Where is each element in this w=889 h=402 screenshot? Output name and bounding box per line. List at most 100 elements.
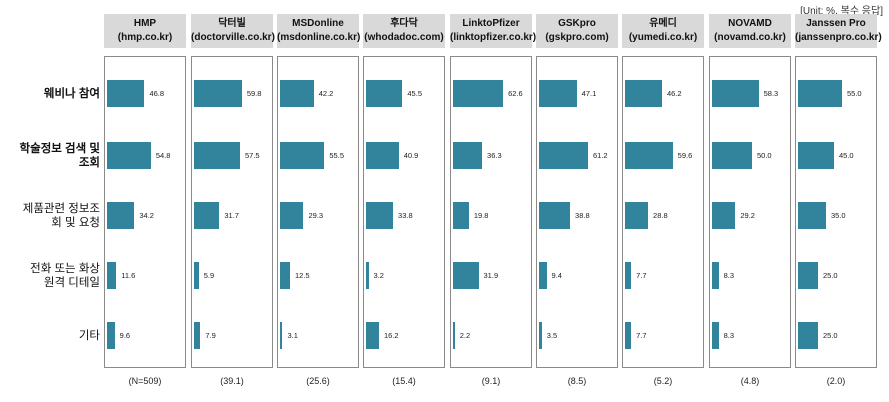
bar (453, 202, 469, 229)
bar (539, 202, 571, 229)
series-panel (709, 56, 791, 368)
bar (280, 262, 290, 289)
bar (366, 262, 369, 289)
bar (107, 202, 135, 229)
bar (366, 80, 403, 107)
data-label: 8.3 (723, 270, 735, 280)
series-header: Janssen Pro (janssenpro.co.kr) (795, 14, 882, 48)
data-label: 7.7 (636, 330, 647, 340)
bar (625, 262, 632, 289)
data-label: 40.9 (403, 150, 419, 160)
data-label: 11.6 (121, 270, 136, 280)
data-label: 3.2 (373, 270, 384, 280)
bar (280, 202, 304, 229)
data-label: 61.2 (592, 150, 608, 160)
bar (798, 80, 842, 107)
data-label: 25.0 (823, 270, 838, 280)
data-label: 55.0 (847, 88, 862, 98)
series-header: 후다닥 (whodadoc.com) (363, 14, 445, 48)
data-label: 36.3 (487, 150, 502, 160)
data-label: 12.5 (295, 270, 310, 280)
bar (539, 80, 577, 107)
bar (712, 80, 759, 107)
sample-size-label: (39.1) (220, 376, 244, 386)
series-header: LinktoPfizer (linktopfizer.co.kr) (450, 14, 536, 48)
data-label: 59.6 (677, 150, 693, 160)
sample-size-label: (9.1) (481, 376, 501, 386)
bar (798, 202, 826, 229)
data-label: 38.8 (575, 210, 590, 220)
data-label: 45.5 (407, 88, 422, 98)
category-label: 제품관련 정보조 회 및 요청 (22, 202, 100, 229)
sample-size-label: (15.4) (392, 376, 416, 386)
bar (453, 80, 504, 107)
bar (798, 142, 834, 169)
series-header: NOVAMD (novamd.co.kr) (709, 14, 791, 48)
bar (712, 262, 719, 289)
bar (194, 322, 201, 349)
bar (453, 262, 479, 289)
bar (625, 142, 673, 169)
bar (107, 142, 151, 169)
data-label: 7.7 (636, 270, 647, 280)
bar (798, 322, 818, 349)
bar (625, 202, 649, 229)
sample-size-label: (25.6) (306, 376, 330, 386)
data-label: 9.6 (119, 330, 131, 340)
bar (539, 322, 542, 349)
bar (107, 80, 145, 107)
bar (366, 322, 379, 349)
bar (712, 322, 719, 349)
data-label: 25.0 (823, 330, 838, 340)
data-label: 9.4 (551, 270, 562, 280)
category-label: 학술정보 검색 및 조회 (19, 142, 100, 169)
series-header: 닥터빌 (doctorville.co.kr) (191, 14, 275, 48)
bar (625, 80, 662, 107)
data-label: 19.8 (473, 210, 489, 220)
data-label: 29.2 (740, 210, 755, 220)
data-label: 55.5 (329, 150, 344, 160)
data-label: 35.0 (831, 210, 846, 220)
bar (625, 322, 632, 349)
bar (194, 80, 242, 107)
series-header: GSKpro (gskpro.com) (536, 14, 618, 48)
bar (453, 142, 483, 169)
sample-size-label: (5.2) (653, 376, 673, 386)
series-header: MSDonline (msdonline.co.kr) (277, 14, 360, 48)
series-header: 유메디 (yumedi.co.kr) (622, 14, 704, 48)
data-label: 58.3 (763, 88, 779, 98)
bar (194, 262, 199, 289)
bar (539, 262, 547, 289)
sample-size-label: (4.8) (740, 376, 760, 386)
category-label: 기타 (78, 329, 100, 342)
data-label: 16.2 (383, 330, 399, 340)
series-header: HMP (hmp.co.kr) (104, 14, 186, 48)
unit-note: [Unit: %, 복수 응답] (800, 6, 883, 17)
data-label: 31.9 (483, 270, 499, 280)
data-label: 62.6 (508, 88, 523, 98)
data-label: 54.8 (155, 150, 171, 160)
category-label: 전화 또는 화상 원격 디테일 (30, 262, 100, 289)
bar (107, 322, 115, 349)
category-label: 웨비나 참여 (43, 87, 100, 100)
bar (194, 202, 220, 229)
data-label: 29.3 (308, 210, 324, 220)
data-label: 2.2 (459, 330, 471, 340)
data-label: 3.1 (287, 330, 298, 340)
bar (712, 142, 752, 169)
data-label: 31.7 (224, 210, 239, 220)
data-label: 42.2 (318, 88, 334, 98)
sample-size-label: (2.0) (826, 376, 846, 386)
bar (366, 202, 394, 229)
data-label: 33.8 (398, 210, 413, 220)
sample-size-label: (N=509) (128, 376, 162, 386)
bar (280, 322, 283, 349)
data-label: 34.2 (139, 210, 154, 220)
bar (366, 142, 399, 169)
data-label: 59.8 (246, 88, 262, 98)
data-label: 28.8 (653, 210, 668, 220)
data-label: 46.2 (666, 88, 682, 98)
data-label: 46.8 (149, 88, 165, 98)
bar (712, 202, 736, 229)
data-label: 57.5 (245, 150, 260, 160)
